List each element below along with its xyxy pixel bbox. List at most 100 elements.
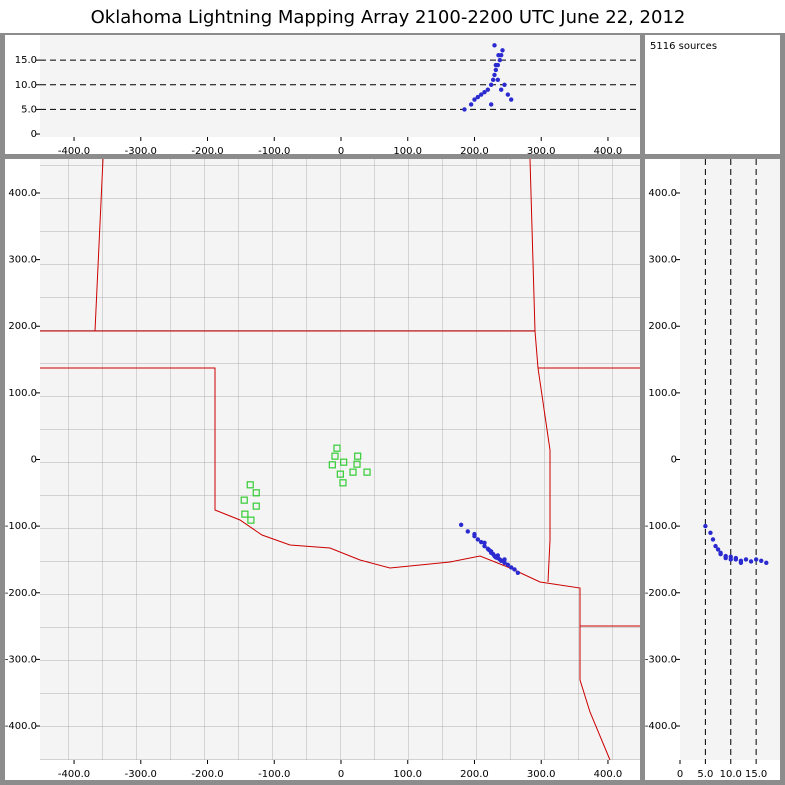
source: [472, 531, 477, 537]
x-tick-label: 300.0: [527, 146, 556, 157]
source: [485, 87, 491, 92]
x-tick-label: -200.0: [191, 146, 223, 157]
source: [708, 530, 713, 535]
source: [728, 554, 733, 559]
x-tick-label: -100.0: [258, 769, 290, 780]
source: [723, 555, 728, 561]
y-tick-label: 400.0: [648, 188, 677, 199]
source: [748, 559, 754, 564]
y-tick-label: 0: [31, 455, 37, 466]
station: [339, 479, 347, 487]
source: [500, 48, 505, 53]
source: [462, 107, 467, 112]
source: [710, 537, 716, 542]
station: [333, 444, 341, 452]
source: [478, 92, 484, 97]
x-tick-label: -300.0: [125, 769, 157, 780]
source: [493, 62, 499, 68]
source: [478, 539, 484, 545]
source: [488, 549, 494, 554]
source: [759, 558, 764, 563]
source: [482, 540, 487, 545]
source: [703, 523, 708, 529]
source: [493, 67, 499, 73]
station: [240, 496, 248, 504]
plot-area: [40, 35, 640, 137]
x-tick-label: -200.0: [191, 769, 223, 780]
source: [505, 562, 511, 567]
station: [336, 470, 344, 478]
station: [246, 481, 254, 489]
station: [328, 461, 336, 469]
source: [472, 97, 477, 102]
y-tick-label: 100.0: [648, 388, 677, 399]
y-tick-label: -300.0: [645, 654, 677, 665]
source: [743, 557, 749, 562]
station: [353, 460, 361, 468]
station: [252, 489, 260, 497]
x-tick-label: 0: [338, 769, 344, 780]
source: [508, 565, 514, 570]
y-tick-label: 300.0: [648, 255, 677, 266]
y-tick-label: -400.0: [5, 721, 37, 732]
source: [497, 57, 503, 63]
source: [465, 529, 471, 534]
source: [502, 82, 507, 87]
info-panel: [645, 35, 780, 154]
y-tick-label: -200.0: [645, 588, 677, 599]
y-tick-label: -300.0: [5, 654, 37, 665]
y-tick-label: 0: [671, 455, 677, 466]
source: [733, 557, 739, 562]
x-tick-label: 0: [677, 769, 683, 780]
source: [492, 72, 497, 78]
station: [252, 502, 260, 510]
state-borders: [40, 158, 640, 761]
x-tick-label: 100.0: [393, 769, 422, 780]
source: [492, 43, 497, 48]
source: [488, 82, 494, 87]
y-tick-label: -200.0: [5, 588, 37, 599]
station: [241, 510, 249, 518]
x-tick-label: 100.0: [393, 146, 422, 157]
plot-area: [680, 159, 780, 760]
x-tick-label: -400.0: [58, 146, 90, 157]
y-tick-label: -100.0: [645, 521, 677, 532]
x-tick-label: 400.0: [594, 146, 623, 157]
title-band: [0, 0, 785, 33]
source: [490, 77, 496, 83]
y-tick-label: 300.0: [8, 255, 37, 266]
x-tick-label: 300.0: [527, 769, 556, 780]
source: [498, 87, 504, 92]
y-tick-label: -100.0: [5, 521, 37, 532]
y-tick-label: 400.0: [8, 188, 37, 199]
county-lines: [40, 159, 640, 760]
x-tick-label: 0: [338, 146, 344, 157]
source: [738, 560, 744, 565]
x-tick-label: 200.0: [460, 146, 489, 157]
source: [515, 570, 521, 575]
station: [340, 458, 348, 466]
source: [482, 543, 487, 549]
source: [496, 53, 501, 58]
source: [764, 560, 769, 565]
x-tick-label: 15.0: [745, 769, 767, 780]
source: [512, 567, 517, 572]
source: [488, 102, 494, 107]
source-count: 5116 sources: [650, 41, 717, 52]
y-tick-label: 100.0: [8, 388, 37, 399]
source: [715, 547, 721, 552]
x-tick-label: 400.0: [594, 769, 623, 780]
y-tick-label: 200.0: [648, 321, 677, 332]
source: [508, 97, 514, 102]
x-tick-label: 200.0: [460, 769, 489, 780]
y-tick-label: 200.0: [8, 321, 37, 332]
station: [331, 452, 339, 460]
source: [505, 92, 511, 97]
source: [713, 543, 718, 549]
source: [482, 89, 487, 95]
source: [475, 537, 481, 542]
y-tick-label: -400.0: [645, 721, 677, 732]
source: [495, 553, 501, 558]
source: [753, 557, 759, 562]
